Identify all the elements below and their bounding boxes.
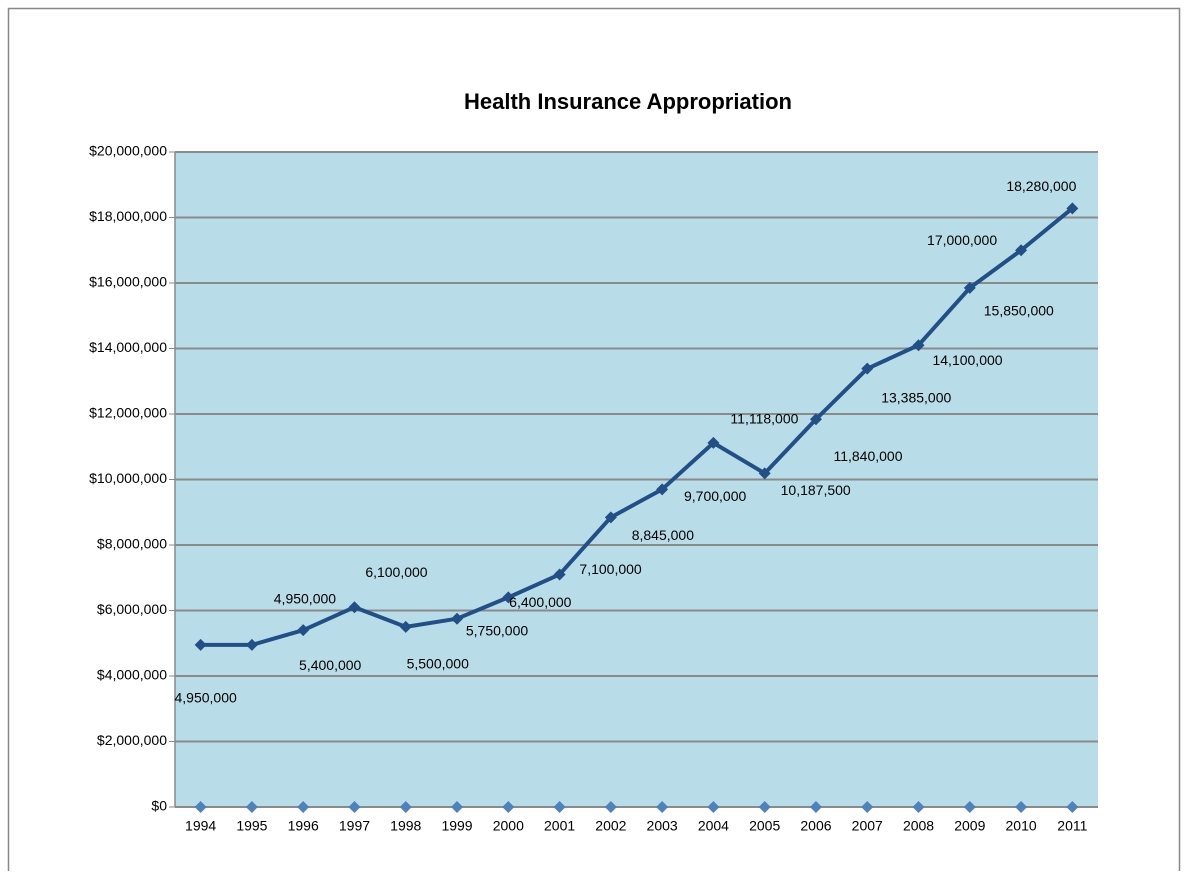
data-point bbox=[912, 801, 925, 813]
y-tick-label: $20,000,000 bbox=[89, 143, 167, 159]
y-tick-label: $4,000,000 bbox=[97, 667, 167, 683]
y-tick-label: $10,000,000 bbox=[89, 470, 167, 486]
chart-title: Health Insurance Appropriation bbox=[464, 89, 792, 114]
data-point bbox=[502, 591, 515, 604]
data-label: 4,950,000 bbox=[174, 690, 236, 706]
data-label: 4,950,000 bbox=[274, 591, 336, 607]
data-point bbox=[502, 801, 515, 813]
data-point bbox=[861, 362, 874, 375]
x-tick-label: 2003 bbox=[647, 818, 678, 834]
data-point bbox=[861, 801, 874, 813]
data-label: 9,700,000 bbox=[684, 488, 746, 504]
data-point bbox=[809, 413, 822, 426]
data-label: 13,385,000 bbox=[881, 389, 951, 405]
x-tick-label: 2006 bbox=[800, 818, 831, 834]
y-tick-label: $16,000,000 bbox=[89, 274, 167, 290]
data-point bbox=[758, 467, 771, 480]
data-point bbox=[1015, 801, 1028, 813]
y-tick-label: $12,000,000 bbox=[89, 405, 167, 421]
x-tick-label: 1996 bbox=[288, 818, 319, 834]
data-label: 5,750,000 bbox=[466, 622, 528, 638]
x-tick-label: 2009 bbox=[954, 818, 985, 834]
data-point bbox=[707, 436, 720, 449]
x-tick-label: 2005 bbox=[749, 818, 780, 834]
x-tick-label: 1997 bbox=[339, 818, 370, 834]
y-tick-label: $0 bbox=[151, 798, 167, 814]
data-label: 8,845,000 bbox=[632, 527, 694, 543]
data-point bbox=[604, 511, 617, 524]
data-point bbox=[1015, 244, 1028, 257]
data-label: 15,850,000 bbox=[984, 303, 1054, 319]
data-point bbox=[245, 801, 258, 813]
data-point bbox=[399, 620, 412, 633]
data-line bbox=[200, 206, 1074, 647]
data-label: 18,280,000 bbox=[1006, 178, 1076, 194]
data-point bbox=[553, 568, 566, 581]
data-point bbox=[707, 801, 720, 813]
x-tick-label: 2004 bbox=[698, 818, 729, 834]
data-label: 6,400,000 bbox=[509, 594, 571, 610]
data-point bbox=[348, 801, 361, 813]
data-point bbox=[245, 638, 258, 651]
data-point bbox=[297, 801, 310, 813]
x-tick-label: 2008 bbox=[903, 818, 934, 834]
data-label: 17,000,000 bbox=[927, 232, 997, 248]
data-point bbox=[348, 601, 361, 614]
data-point bbox=[912, 339, 925, 352]
x-tick-label: 2010 bbox=[1006, 818, 1037, 834]
data-label: 11,118,000 bbox=[730, 411, 798, 427]
data-point bbox=[963, 281, 976, 294]
data-label: 14,100,000 bbox=[932, 352, 1002, 368]
data-point bbox=[553, 801, 566, 813]
data-point bbox=[758, 801, 771, 813]
x-tick-label: 2007 bbox=[852, 818, 883, 834]
y-tick-label: $8,000,000 bbox=[97, 536, 167, 552]
x-tick-label: 1995 bbox=[236, 818, 267, 834]
x-tick-label: 1998 bbox=[390, 818, 421, 834]
data-point bbox=[604, 801, 617, 813]
data-label: 10,187,500 bbox=[781, 482, 851, 498]
x-tick-label: 2001 bbox=[544, 818, 575, 834]
x-tick-label: 1999 bbox=[441, 818, 472, 834]
x-tick-label: 2011 bbox=[1057, 818, 1087, 834]
x-tick-label: 1994 bbox=[185, 818, 216, 834]
data-point bbox=[399, 801, 412, 813]
y-tick-label: $18,000,000 bbox=[89, 208, 167, 224]
data-point bbox=[297, 624, 310, 637]
x-tick-label: 2002 bbox=[595, 818, 626, 834]
data-point bbox=[1066, 801, 1079, 813]
data-label: 5,500,000 bbox=[407, 656, 469, 672]
data-point bbox=[809, 801, 822, 813]
data-label: 6,100,000 bbox=[365, 564, 427, 580]
data-point bbox=[656, 801, 669, 813]
data-label: 5,400,000 bbox=[299, 657, 361, 673]
data-point bbox=[194, 801, 207, 813]
data-point bbox=[451, 801, 464, 813]
y-tick-label: $14,000,000 bbox=[89, 339, 167, 355]
data-point bbox=[194, 638, 207, 651]
data-point bbox=[1066, 202, 1079, 215]
data-point bbox=[451, 612, 464, 625]
data-point bbox=[656, 483, 669, 496]
data-label: 11,840,000 bbox=[833, 448, 902, 464]
data-point bbox=[963, 801, 976, 813]
y-tick-label: $6,000,000 bbox=[97, 601, 167, 617]
y-tick-label: $2,000,000 bbox=[97, 732, 167, 748]
x-tick-label: 2000 bbox=[493, 818, 524, 834]
data-label: 7,100,000 bbox=[579, 561, 641, 577]
